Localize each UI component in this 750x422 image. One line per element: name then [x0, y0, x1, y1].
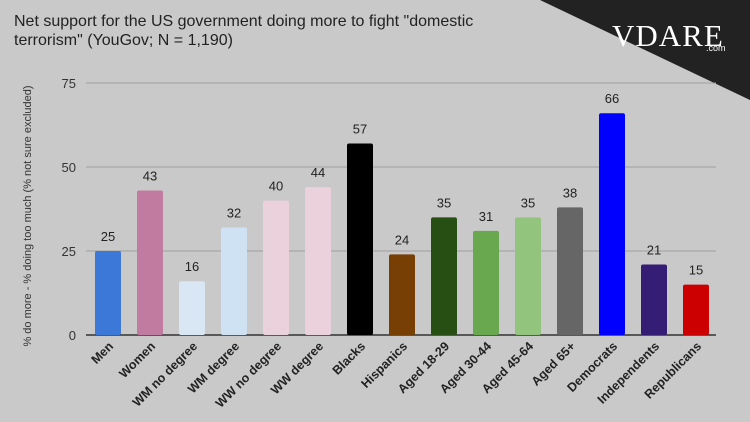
- x-tick-label: Women: [116, 339, 158, 381]
- y-tick-label: 50: [62, 160, 76, 175]
- data-label: 43: [143, 169, 157, 184]
- chart-title-line1: Net support for the US government doing …: [14, 13, 474, 30]
- y-tick-label: 25: [62, 244, 76, 259]
- bar: [515, 217, 541, 335]
- data-label: 31: [479, 209, 493, 224]
- vdare-logo: VDARE: [612, 18, 724, 53]
- x-tick-label: Blacks: [330, 339, 368, 377]
- data-label: 57: [353, 121, 367, 136]
- bar: [683, 284, 709, 335]
- data-label: 38: [563, 185, 577, 200]
- bar: [389, 254, 415, 335]
- data-label: 32: [227, 205, 241, 220]
- y-tick-label: 0: [69, 328, 76, 343]
- bar: [599, 113, 625, 336]
- chart-title: Net support for the US government doing …: [14, 12, 554, 50]
- bar: [641, 264, 667, 335]
- bar: [431, 217, 457, 335]
- bar: [557, 207, 583, 335]
- chart-title-line2: terrorism" (YouGov; N = 1,190): [14, 32, 233, 49]
- data-label: 25: [101, 229, 115, 244]
- data-label: 40: [269, 179, 283, 194]
- logo-band: [540, 0, 750, 100]
- x-tick-label: Men: [89, 339, 117, 367]
- bar: [305, 187, 331, 335]
- data-label: 16: [185, 259, 199, 274]
- data-label: 44: [311, 165, 325, 180]
- bar: [473, 230, 499, 335]
- bar: [347, 143, 373, 335]
- data-label: 24: [395, 232, 409, 247]
- bar: [221, 227, 247, 335]
- bar: [95, 251, 121, 335]
- data-label: 35: [521, 195, 535, 210]
- bar: [179, 281, 205, 335]
- data-label: 15: [689, 263, 703, 278]
- data-label: 35: [437, 195, 451, 210]
- vdare-logo-sub: .com: [706, 43, 726, 53]
- bar: [137, 190, 163, 335]
- bar: [263, 200, 289, 335]
- data-label: 21: [647, 242, 661, 257]
- y-tick-label: 75: [62, 76, 76, 91]
- data-label: 66: [605, 91, 619, 106]
